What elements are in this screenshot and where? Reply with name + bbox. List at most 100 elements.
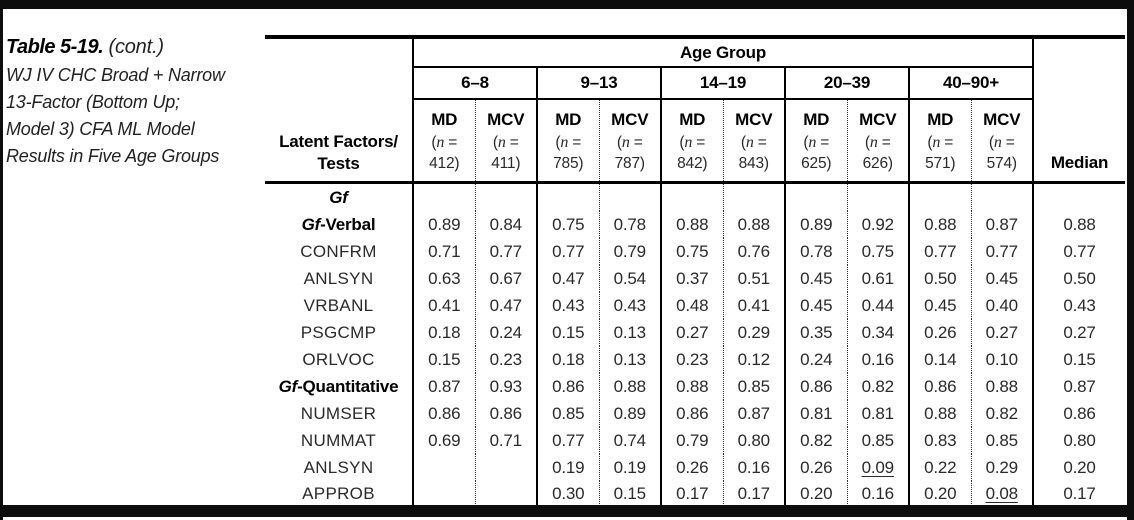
value-cell: 0.15 <box>413 346 476 373</box>
age-range-header: 40–90+ <box>909 67 1034 100</box>
median-cell: 0.86 <box>1032 400 1125 427</box>
value-cell: 0.75 <box>847 238 910 265</box>
value-cell: 0.16 <box>847 346 910 373</box>
mcv-label: MCV <box>487 109 525 129</box>
value-cell: 0.45 <box>785 292 848 319</box>
table-row: Gf <box>265 182 1125 211</box>
value-cell: 0.77 <box>537 427 600 454</box>
table-row: NUMMAT 0.69 0.71 0.77 0.74 0.79 0.80 0.82 0.85 0.… <box>265 427 1125 454</box>
median-cell: 0.80 <box>1032 427 1125 454</box>
value-cell: 0.84 <box>475 211 538 238</box>
sample-size-prefix: (n = <box>988 133 1015 151</box>
value-cell <box>413 454 476 481</box>
sample-size-prefix: (n = <box>492 133 519 151</box>
median-cell: 0.88 <box>1032 211 1125 238</box>
mcv-label: MCV <box>611 109 649 129</box>
value-cell: 0.41 <box>723 292 786 319</box>
subheader-mcv-cell: MCV (n = 626) <box>847 99 910 184</box>
age-range-header: 9–13 <box>537 67 662 100</box>
value-cell: 0.85 <box>723 373 786 400</box>
value-cell: 0.79 <box>661 427 724 454</box>
row-label: ORLVOC <box>265 346 414 373</box>
value-cell: 0.45 <box>785 265 848 292</box>
value-cell: 0.41 <box>413 292 476 319</box>
sample-size-prefix: (n = <box>803 133 830 151</box>
value-cell <box>599 182 662 211</box>
sample-size-value: 411) <box>491 154 521 172</box>
value-cell: 0.89 <box>599 400 662 427</box>
value-cell: 0.19 <box>537 454 600 481</box>
row-label-header: Latent Factors/ Tests <box>265 37 414 184</box>
table-header: Latent Factors/ Tests Age Group Median 6… <box>265 37 1125 184</box>
frame-bottom-border <box>0 505 1134 517</box>
value-cell: 0.85 <box>971 427 1034 454</box>
table-caption-line: Results in Five Age Groups <box>6 146 220 166</box>
frame-right-border <box>1127 0 1134 520</box>
value-cell <box>475 182 538 211</box>
value-cell: 0.78 <box>785 238 848 265</box>
subheader-mcv-cell: MCV (n = 843) <box>723 99 786 184</box>
row-label: Gf-Quantitative <box>265 373 414 400</box>
value-cell: 0.76 <box>723 238 786 265</box>
md-label: MD <box>679 109 706 129</box>
row-label: VRBANL <box>265 292 414 319</box>
value-cell: 0.81 <box>785 400 848 427</box>
value-cell: 0.86 <box>661 400 724 427</box>
value-cell: 0.13 <box>599 346 662 373</box>
row-label: ANLSYN <box>265 454 414 481</box>
frame-top-border <box>0 0 1134 9</box>
value-cell: 0.79 <box>599 238 662 265</box>
value-cell: 0.71 <box>413 238 476 265</box>
value-cell: 0.78 <box>599 211 662 238</box>
value-cell: 0.85 <box>847 427 910 454</box>
sample-size-prefix: (n = <box>927 133 954 151</box>
row-label: Gf <box>265 182 414 211</box>
value-cell: 0.51 <box>723 265 786 292</box>
value-cell: 0.22 <box>909 454 972 481</box>
value-cell: 0.77 <box>909 238 972 265</box>
value-cell: 0.14 <box>909 346 972 373</box>
value-cell: 0.87 <box>723 400 786 427</box>
value-cell: 0.86 <box>909 373 972 400</box>
results-table: Latent Factors/ Tests Age Group Median 6… <box>265 35 1125 514</box>
table-continued-note: (cont.) <box>108 36 164 58</box>
mcv-label: MCV <box>735 109 773 129</box>
sample-size-value: 787) <box>614 154 645 172</box>
value-cell <box>909 182 972 211</box>
value-cell: 0.75 <box>537 211 600 238</box>
value-cell: 0.63 <box>413 265 476 292</box>
header-row-md-mcv: MD (n = 412) MCV (n = 411) MD (n = 785) MCV (n = 78… <box>265 99 1125 184</box>
value-cell: 0.87 <box>971 211 1034 238</box>
value-cell: 0.86 <box>785 373 848 400</box>
sample-size-value: 842) <box>677 154 708 172</box>
value-cell: 0.24 <box>475 319 538 346</box>
table-caption-line: WJ IV CHC Broad + Narrow <box>6 65 225 85</box>
value-cell: 0.44 <box>847 292 910 319</box>
mcv-label: MCV <box>983 109 1021 129</box>
table-number: Table 5-19. <box>6 36 104 58</box>
sample-size-value: 843) <box>738 154 769 172</box>
value-cell <box>785 182 848 211</box>
value-cell: 0.19 <box>599 454 662 481</box>
sample-size-prefix: (n = <box>740 133 767 151</box>
value-cell: 0.13 <box>599 319 662 346</box>
sample-size-prefix: (n = <box>864 133 891 151</box>
value-cell: 0.86 <box>413 400 476 427</box>
value-cell: 0.12 <box>723 346 786 373</box>
value-cell: 0.89 <box>785 211 848 238</box>
table-body: Gf Gf-Verbal 0.89 0.84 0.75 0.78 0.88 0.88 0.89 0… <box>265 182 1125 514</box>
age-range-header: 14–19 <box>661 67 786 100</box>
value-cell: 0.50 <box>909 265 972 292</box>
value-cell <box>475 454 538 481</box>
row-label: Gf-Verbal <box>265 211 414 238</box>
value-cell: 0.88 <box>971 373 1034 400</box>
subheader-md-cell: MD (n = 625) <box>785 99 848 184</box>
median-cell: 0.77 <box>1032 238 1125 265</box>
value-cell: 0.26 <box>661 454 724 481</box>
subheader-mcv-cell: MCV (n = 574) <box>971 99 1034 184</box>
value-cell: 0.37 <box>661 265 724 292</box>
value-cell: 0.77 <box>537 238 600 265</box>
row-label: NUMMAT <box>265 427 414 454</box>
subheader-md-cell: MD (n = 412) <box>413 99 476 184</box>
